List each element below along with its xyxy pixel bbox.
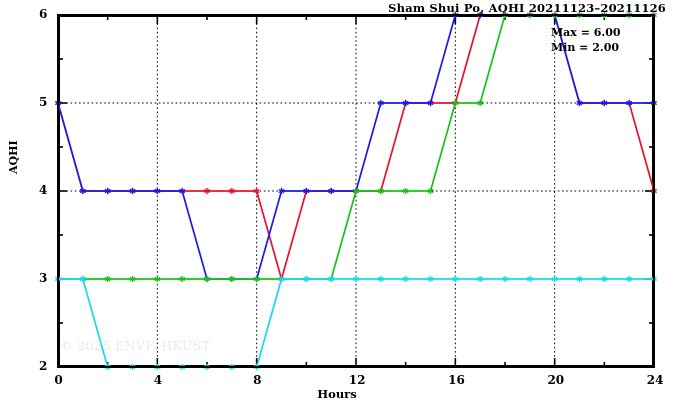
data-point-day4 xyxy=(352,275,360,283)
data-point-day4 xyxy=(328,275,335,283)
data-point-day3 xyxy=(154,275,161,283)
data-point-day3 xyxy=(477,99,484,107)
data-point-day3 xyxy=(452,99,459,107)
data-point-day3 xyxy=(352,187,360,195)
x-tick-label: 12 xyxy=(348,373,366,387)
data-point-day2 xyxy=(576,99,583,107)
data-point-day4 xyxy=(79,275,86,283)
data-point-day1 xyxy=(203,187,211,195)
data-point-day3 xyxy=(104,275,111,283)
data-point-day4 xyxy=(551,275,558,283)
x-tick-label: 4 xyxy=(153,373,163,387)
data-point-day3 xyxy=(402,187,409,195)
data-point-day4 xyxy=(427,275,434,283)
data-point-day2 xyxy=(79,187,86,195)
max-value-label: Max = 6.00 xyxy=(551,26,621,39)
min-value-label: Min = 2.00 xyxy=(551,40,620,54)
data-point-day2 xyxy=(626,99,633,107)
x-tick-label: 0 xyxy=(54,373,63,387)
data-point-day4 xyxy=(626,275,633,283)
data-point-day4 xyxy=(452,275,459,283)
data-point-day3 xyxy=(253,275,260,283)
data-point-day3 xyxy=(228,275,235,283)
data-point-day4 xyxy=(303,275,310,283)
y-tick-label: 3 xyxy=(39,271,48,285)
data-point-day2 xyxy=(179,187,186,195)
data-point-day3 xyxy=(203,275,211,283)
data-point-day3 xyxy=(427,187,434,195)
y-tick-label: 2 xyxy=(39,359,48,373)
data-point-day4 xyxy=(377,275,384,283)
data-point-day1 xyxy=(253,187,260,195)
x-tick-label: 16 xyxy=(448,373,465,387)
data-point-day2 xyxy=(303,187,310,195)
data-point-day1 xyxy=(228,187,235,195)
data-point-day2 xyxy=(154,187,161,195)
data-point-day4 xyxy=(576,275,583,283)
data-point-day4 xyxy=(477,275,484,283)
chart-title: Sham Shui Po, AQHI 20211123–20211126 xyxy=(388,1,666,15)
data-point-day2 xyxy=(278,187,285,195)
data-point-day3 xyxy=(179,275,186,283)
data-point-day2 xyxy=(129,187,136,195)
x-axis-label: Hours xyxy=(317,387,357,401)
plot-frame xyxy=(57,14,655,368)
x-tick-label: 8 xyxy=(253,373,262,387)
data-point-day2 xyxy=(328,187,335,195)
data-point-day3 xyxy=(377,187,384,195)
data-point-day4 xyxy=(278,275,285,283)
data-point-day4 xyxy=(601,275,608,283)
data-point-day2 xyxy=(377,99,384,107)
y-tick-label: 6 xyxy=(39,7,48,21)
data-point-day2 xyxy=(402,99,409,107)
data-point-day2 xyxy=(104,187,111,195)
data-point-day4 xyxy=(501,275,509,283)
y-tick-label: 4 xyxy=(39,183,48,197)
x-tick-label: 24 xyxy=(646,373,664,387)
data-point-day4 xyxy=(526,275,533,283)
data-point-day2 xyxy=(427,99,434,107)
data-point-day3 xyxy=(129,275,136,283)
data-point-day2 xyxy=(601,99,608,107)
x-tick-label: 20 xyxy=(547,373,565,387)
y-tick-label: 5 xyxy=(39,95,48,109)
data-point-day4 xyxy=(402,275,409,283)
stats-legend: Max = 6.00 Min = 2.00 xyxy=(551,26,621,56)
